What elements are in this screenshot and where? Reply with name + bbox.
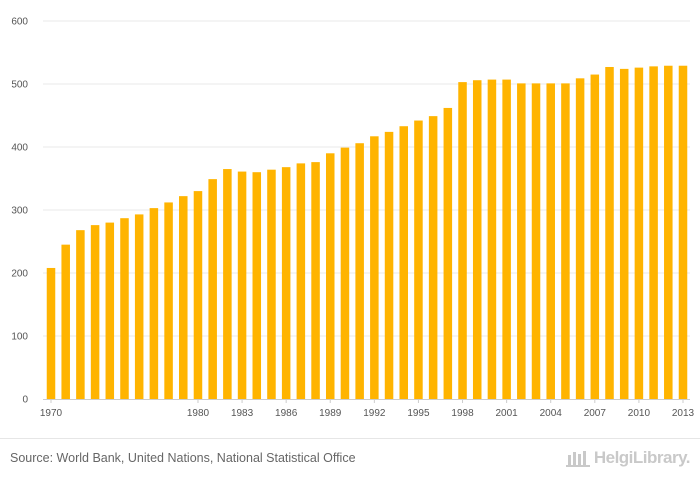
bar-1977[interactable] — [149, 208, 159, 399]
bar-1993[interactable] — [384, 131, 394, 399]
bar-1992[interactable] — [370, 136, 379, 400]
bar-chart: 0 100 200 300 400 500 600 1970 1980 1983 1986 1989… — [11, 17, 695, 420]
brand-name: HelgiLibrary. — [593, 448, 691, 467]
x-tick-label: 1998 — [451, 408, 474, 419]
x-tick-label: 1983 — [231, 408, 254, 419]
y-tick-label: 500 — [11, 80, 28, 91]
y-tick-label: 300 — [11, 206, 28, 217]
y-tick-label: 400 — [11, 143, 28, 154]
y-axis-ticks: 0 100 200 300 400 500 600 — [11, 17, 28, 406]
bar-1987[interactable] — [296, 163, 306, 399]
bar-2000[interactable] — [487, 79, 497, 399]
bar-1989[interactable] — [325, 153, 335, 399]
bar-1986[interactable] — [281, 167, 291, 399]
bar-2010[interactable] — [634, 67, 644, 400]
bar-series — [46, 65, 688, 400]
x-tick-label: 1992 — [363, 408, 386, 419]
bar-1999[interactable] — [472, 80, 482, 399]
y-tick-label: 0 — [22, 395, 28, 406]
y-tick-label: 600 — [11, 17, 28, 28]
bar-1991[interactable] — [355, 143, 364, 399]
bar-1996[interactable] — [428, 116, 438, 399]
x-tick-label: 1970 — [40, 408, 63, 419]
bar-1994[interactable] — [399, 126, 408, 400]
bar-1974[interactable] — [105, 222, 115, 399]
bar-1980[interactable] — [193, 191, 203, 399]
x-tick-label: 1980 — [187, 408, 210, 419]
bar-1988[interactable] — [311, 162, 320, 399]
footer-divider — [0, 438, 700, 439]
bar-1975[interactable] — [120, 218, 129, 399]
bar-1971[interactable] — [61, 244, 70, 399]
bar-2013[interactable] — [678, 65, 688, 399]
bar-1998[interactable] — [458, 82, 467, 400]
bar-1997[interactable] — [443, 107, 453, 399]
bar-1995[interactable] — [414, 120, 423, 399]
x-tick-label: 2001 — [496, 408, 519, 419]
x-tick-label: 1986 — [275, 408, 298, 419]
x-tick-label: 2013 — [672, 408, 695, 419]
bar-1984[interactable] — [252, 172, 262, 399]
x-tick-label: 2007 — [584, 408, 607, 419]
x-tick-label: 1989 — [319, 408, 342, 419]
bar-2003[interactable] — [531, 83, 541, 400]
bar-2001[interactable] — [502, 79, 511, 399]
bar-1990[interactable] — [340, 147, 350, 399]
source-note: Source: World Bank, United Nations, Nati… — [10, 451, 356, 465]
bar-1983[interactable] — [237, 171, 247, 399]
bar-1973[interactable] — [90, 225, 100, 399]
bar-1976[interactable] — [134, 214, 144, 399]
y-tick-label: 100 — [11, 332, 28, 343]
bar-2009[interactable] — [619, 68, 629, 399]
x-tick-label: 2004 — [540, 408, 563, 419]
y-tick-label: 200 — [11, 269, 28, 280]
x-tick-label: 1995 — [407, 408, 430, 419]
helgi-library-logo[interactable]: HelgiLibrary. — [565, 448, 691, 468]
x-tick-label: 2010 — [628, 408, 651, 419]
bar-2008[interactable] — [605, 66, 614, 400]
bar-2012[interactable] — [664, 65, 673, 399]
bar-2005[interactable] — [561, 83, 570, 400]
bar-1979[interactable] — [179, 196, 188, 399]
bar-1982[interactable] — [223, 169, 232, 399]
bar-1985[interactable] — [267, 169, 276, 399]
bar-2004[interactable] — [546, 83, 555, 400]
bar-2007[interactable] — [590, 74, 600, 400]
bar-2011[interactable] — [649, 66, 658, 400]
bar-1972[interactable] — [76, 230, 85, 399]
x-axis-ticks: 1970 1980 1983 1986 1989 1992 1995 1998 2001 2004… — [40, 399, 695, 419]
bar-1970[interactable] — [46, 267, 56, 399]
library-building-icon — [565, 451, 590, 467]
bar-2006[interactable] — [575, 78, 585, 399]
bar-1978[interactable] — [164, 202, 173, 399]
bar-2002[interactable] — [517, 83, 526, 400]
bar-1981[interactable] — [208, 179, 217, 399]
